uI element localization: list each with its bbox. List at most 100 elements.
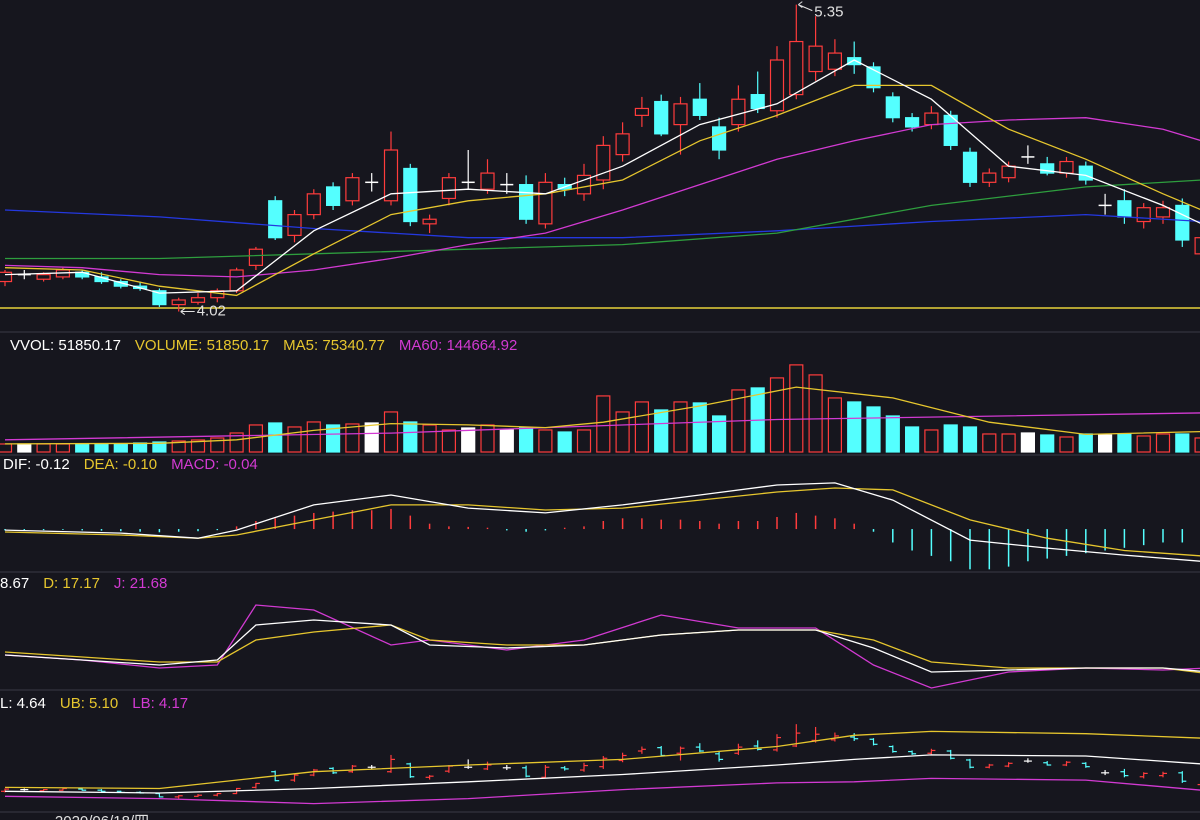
candle-body (576, 174, 592, 195)
candle-body (885, 96, 900, 119)
annotation-label: 5.35 (814, 4, 843, 21)
candle-body (1175, 204, 1190, 241)
legend-item: DIF: -0.12 (3, 456, 70, 473)
volume-bar (769, 377, 785, 453)
legend-item: MA60: 144664.92 (399, 337, 517, 354)
candle-body (171, 299, 186, 306)
candle-body (827, 52, 843, 70)
legend-item: L: 4.64 (0, 695, 46, 712)
indicator-line (4, 84, 1200, 297)
legend-item: MA5: 75340.77 (283, 337, 385, 354)
volume-bar (634, 401, 650, 453)
candle-body (306, 193, 321, 216)
candle-body (326, 186, 341, 206)
candle-body (654, 100, 669, 135)
legend-item: J: 21.68 (114, 575, 167, 592)
volume-bar (326, 424, 341, 453)
volume-bar (615, 411, 630, 453)
candle-body (1117, 200, 1132, 218)
candle-body (268, 200, 283, 239)
candle-body (615, 133, 630, 156)
volume-bar (1194, 437, 1200, 453)
candle-body (769, 59, 785, 112)
candle-body (538, 181, 553, 225)
volume-bar (827, 397, 843, 453)
volume-bar (133, 442, 148, 453)
indicator-line (4, 730, 1200, 790)
candle-body (789, 40, 804, 96)
indicator-line (4, 604, 1200, 689)
legend-item: 8.67 (0, 575, 29, 592)
indicator-line (4, 386, 1200, 445)
candle-body (1194, 237, 1200, 255)
volume-bar (1155, 433, 1171, 453)
volume-bar (866, 406, 881, 453)
candle-body (345, 177, 360, 202)
annotation-arrow (798, 1, 813, 12)
volume-bar (17, 443, 32, 453)
candle-body (152, 290, 167, 306)
candle-body (1136, 207, 1151, 223)
candle-body (634, 107, 650, 116)
annotation-arrow (180, 308, 195, 315)
volume-bar (576, 429, 592, 453)
candle-body (287, 214, 302, 236)
candle-body (808, 45, 823, 73)
volume-bar (1117, 433, 1132, 453)
candle-body (924, 112, 939, 126)
candle-body (1001, 165, 1016, 179)
candle-body (711, 126, 727, 151)
volume-bar (518, 427, 534, 453)
volume-bar (345, 423, 360, 453)
volume-bar (1078, 433, 1093, 453)
legend-item: UB: 5.10 (60, 695, 118, 712)
candle-body (673, 103, 688, 126)
volume-bar (306, 421, 321, 453)
volume-bar (885, 415, 900, 453)
volume-bar (982, 433, 997, 453)
volume-bar (94, 443, 109, 453)
candle-body (904, 117, 920, 128)
volume-bar (287, 426, 302, 453)
legend: 8.67 D: 17.17 J: 21.68 (0, 575, 167, 592)
volume-bar (1001, 433, 1016, 453)
candle-body (383, 149, 399, 202)
indicator-line (4, 59, 1200, 294)
volume-bar (808, 374, 823, 453)
candle-body (1040, 163, 1055, 174)
legend-item: D: 17.17 (43, 575, 100, 592)
indicator-line (4, 412, 1200, 441)
volume-bar (210, 437, 225, 453)
volume-bar (847, 401, 862, 453)
candle-body (1078, 165, 1093, 181)
volume-bar (190, 439, 206, 453)
candle-body (518, 184, 534, 220)
volume-bar (654, 409, 669, 453)
volume-bar (557, 431, 572, 453)
candle-body (422, 218, 437, 225)
volume-bar (171, 440, 186, 453)
indicator-line (4, 754, 1200, 794)
volume-bar (461, 427, 476, 453)
candle-body (403, 167, 418, 223)
volume-bar (364, 422, 379, 453)
x-tick-label: 2020/06/18/四 (55, 813, 149, 820)
candle-body (1059, 160, 1074, 174)
volume-bar (943, 424, 958, 453)
volume-bar (152, 441, 167, 453)
candle-body (248, 248, 263, 266)
indicator-line (4, 619, 1200, 673)
indicator-line (5, 179, 1200, 260)
legend-item: MACD: -0.04 (171, 456, 258, 473)
indicator-line (4, 482, 1200, 562)
candle-body (190, 297, 206, 303)
volume-bar (1040, 434, 1055, 453)
volume-bar (1175, 433, 1190, 453)
volume-bar (499, 429, 514, 453)
volume-bar (1097, 434, 1113, 453)
legend-item: DEA: -0.10 (84, 456, 157, 473)
volume-bar (383, 411, 399, 453)
indicator-line (4, 209, 1200, 239)
